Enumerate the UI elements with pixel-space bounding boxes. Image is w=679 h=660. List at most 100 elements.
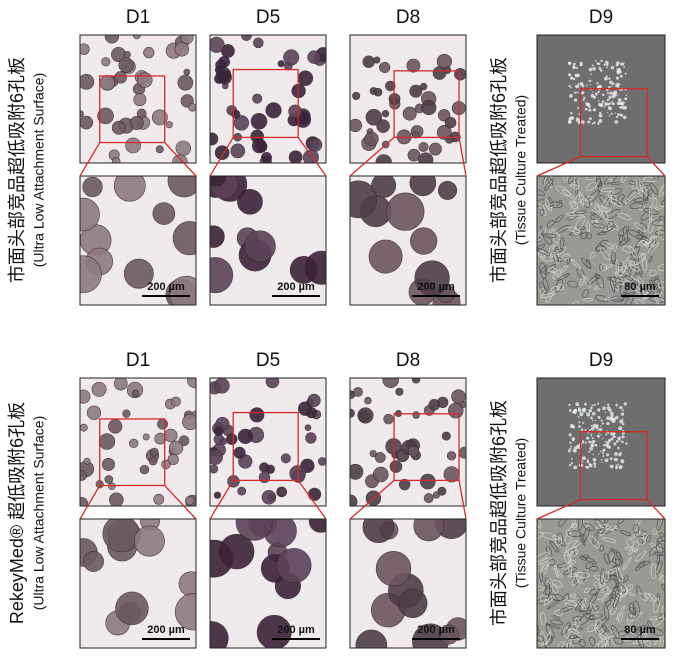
spheroid	[187, 378, 196, 389]
cell	[607, 111, 609, 113]
cell	[580, 231, 589, 240]
day-label: D5	[256, 350, 280, 371]
cell	[557, 641, 564, 648]
cell	[621, 440, 624, 444]
cell	[619, 452, 622, 455]
cell	[598, 89, 600, 91]
cell	[588, 105, 591, 108]
cell	[623, 62, 625, 64]
cell	[643, 208, 659, 215]
cell	[561, 188, 575, 199]
cell	[613, 93, 617, 97]
cell	[617, 94, 619, 96]
spheroid	[357, 407, 374, 424]
cell	[555, 214, 564, 223]
cell	[560, 643, 569, 648]
cell	[600, 450, 602, 453]
image-frame	[209, 377, 327, 507]
cell	[569, 200, 577, 207]
spheroid	[129, 115, 144, 131]
cell	[537, 642, 549, 648]
cell	[601, 461, 603, 463]
spheroid	[210, 225, 225, 248]
spheroid	[304, 250, 326, 285]
cell	[612, 431, 616, 435]
spheroid	[174, 593, 196, 631]
cell	[573, 465, 578, 470]
cell	[577, 416, 580, 418]
cell	[652, 198, 658, 208]
row-sublabel: (Tissue Culture Treated)	[513, 95, 529, 245]
spheroid	[213, 378, 230, 394]
image-frame	[349, 34, 467, 164]
spheroid	[350, 118, 362, 133]
cell	[597, 415, 601, 419]
cell	[625, 624, 635, 634]
cell	[586, 221, 591, 233]
cell	[588, 429, 591, 432]
cell	[600, 425, 602, 427]
spheroid	[244, 230, 276, 263]
cell	[603, 639, 611, 648]
micrograph	[210, 176, 326, 305]
cell	[587, 440, 590, 443]
cell	[545, 582, 551, 600]
cell	[621, 435, 625, 439]
scale-bar-label: 200 µm	[147, 281, 185, 293]
spheroid	[101, 57, 111, 67]
spheroid	[167, 453, 179, 466]
cell	[582, 98, 585, 101]
day-label: D9	[589, 7, 613, 28]
cell	[649, 616, 658, 621]
cell	[585, 176, 596, 181]
cell	[590, 406, 593, 410]
cell	[659, 215, 665, 223]
cell	[592, 67, 596, 71]
cell	[586, 460, 589, 462]
cell	[556, 273, 570, 281]
zoom-box	[232, 68, 299, 139]
spheroid	[412, 131, 420, 139]
cell	[537, 634, 545, 642]
cell	[617, 212, 632, 220]
cell	[550, 285, 561, 292]
cell	[576, 117, 579, 120]
spheroid	[277, 60, 285, 68]
cell	[638, 181, 648, 195]
spheroid	[174, 41, 190, 57]
cell	[578, 191, 584, 206]
row-label: RekeyMed® 超低吸附6孔板	[7, 402, 27, 624]
cell	[606, 453, 610, 457]
cell	[543, 596, 553, 606]
cell	[610, 188, 622, 195]
cell	[629, 202, 644, 209]
cell	[573, 537, 583, 548]
cell	[596, 434, 600, 438]
cell	[548, 228, 556, 234]
cell	[617, 113, 620, 117]
cell	[611, 549, 619, 560]
cell	[620, 459, 625, 464]
cell	[567, 530, 582, 537]
cell	[657, 613, 665, 621]
spheroid	[362, 519, 395, 543]
cell	[570, 258, 582, 270]
cell	[619, 70, 622, 74]
cell	[574, 84, 578, 88]
cell	[568, 433, 572, 437]
cell	[623, 65, 626, 68]
cell	[564, 547, 577, 557]
cell	[606, 416, 611, 421]
spheroid	[278, 487, 287, 497]
cell	[625, 442, 628, 445]
cell	[579, 81, 584, 86]
cell	[602, 537, 617, 543]
spheroid	[210, 539, 234, 578]
cell	[650, 542, 659, 551]
cell	[597, 181, 603, 193]
cell	[582, 297, 594, 302]
spheroid	[80, 423, 88, 432]
cell	[568, 564, 573, 574]
spheroid	[182, 413, 196, 431]
cell	[570, 116, 575, 120]
